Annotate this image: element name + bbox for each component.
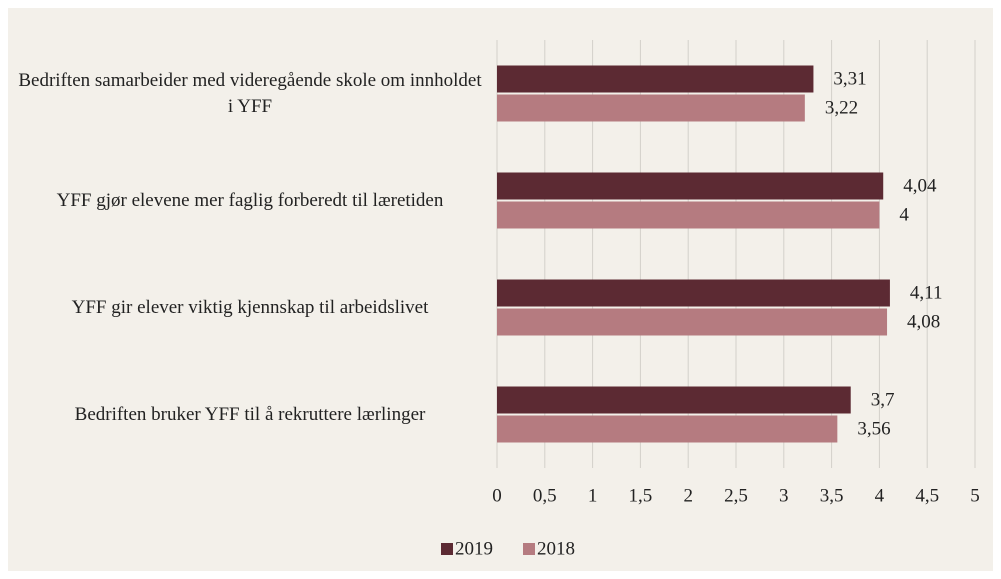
x-tick-label: 5 (970, 485, 980, 506)
x-tick-label: 0,5 (533, 485, 557, 506)
legend-label: 2018 (537, 538, 575, 559)
bar (497, 386, 851, 414)
bar (497, 308, 888, 336)
data-label: 4,08 (907, 311, 940, 332)
x-tick-label: 1 (588, 485, 598, 506)
data-label: 3,7 (871, 389, 895, 410)
legend-swatch (441, 543, 453, 555)
x-tick-label: 3,5 (820, 485, 844, 506)
bar (497, 201, 880, 229)
data-label: 4,04 (903, 175, 937, 196)
x-tick-label: 4 (875, 485, 885, 506)
x-tick-label: 0 (492, 485, 502, 506)
x-tick-label: 1,5 (629, 485, 653, 506)
category-label: Bedriften bruker YFF til å rekruttere læ… (74, 403, 426, 425)
data-label: 4,11 (910, 282, 943, 303)
category-label: YFF gjør elevene mer faglig forberedt ti… (56, 189, 444, 211)
x-tick-label: 2 (683, 485, 693, 506)
legend-swatch (523, 543, 535, 555)
data-label: 3,22 (825, 97, 858, 118)
data-label: 3,31 (833, 68, 866, 89)
x-tick-label: 4,5 (915, 485, 939, 506)
bar (497, 65, 814, 93)
bar (497, 415, 838, 443)
legend-label: 2019 (455, 538, 493, 559)
bar (497, 279, 890, 307)
category-label: YFF gir elever viktig kjennskap til arbe… (71, 296, 429, 318)
bar (497, 172, 884, 200)
data-label: 3,56 (857, 418, 890, 439)
x-tick-label: 3 (779, 485, 789, 506)
x-tick-label: 2,5 (724, 485, 748, 506)
bar (497, 94, 805, 122)
data-label: 4 (899, 204, 909, 225)
category-label: Bedriften samarbeider med videregående s… (18, 69, 482, 117)
